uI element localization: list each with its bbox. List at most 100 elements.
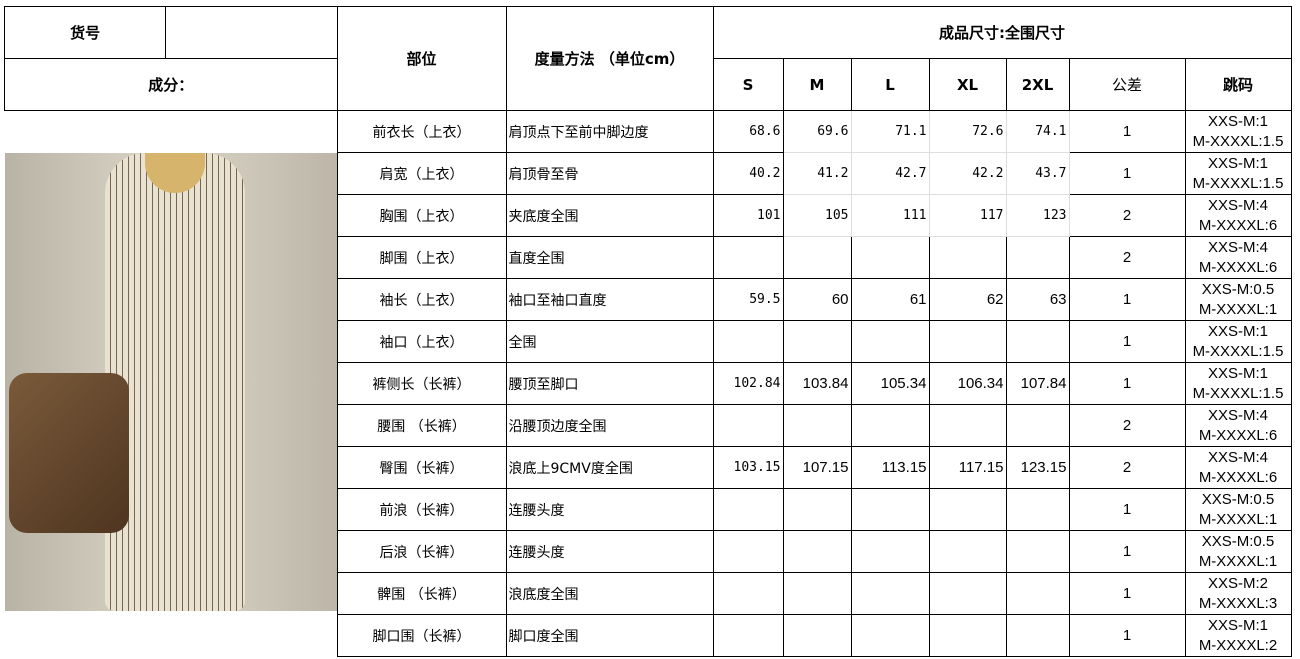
size-value-cell[interactable] xyxy=(782,236,852,279)
method-cell[interactable]: 夹底度全围 xyxy=(505,194,714,237)
size-value-cell[interactable] xyxy=(1005,320,1070,363)
size-value-cell[interactable] xyxy=(1005,572,1070,615)
tolerance-cell[interactable]: 2 xyxy=(1068,404,1186,447)
grading-cell[interactable]: XXS-M:0.5 M-XXXXL:1 xyxy=(1184,488,1292,531)
size-value-cell[interactable] xyxy=(850,404,930,447)
size-value-cell[interactable] xyxy=(928,320,1007,363)
size-value-cell[interactable] xyxy=(1005,530,1070,573)
size-value-cell[interactable] xyxy=(782,614,852,657)
size-value-cell[interactable]: 68.6 xyxy=(712,110,784,153)
size-value-cell[interactable]: 123 xyxy=(1005,194,1070,237)
part-cell[interactable]: 袖口（上衣） xyxy=(336,320,507,363)
size-value-cell[interactable]: 62 xyxy=(928,278,1007,321)
part-cell[interactable]: 脚围（上衣） xyxy=(336,236,507,279)
tolerance-cell[interactable]: 2 xyxy=(1068,236,1186,279)
tolerance-cell[interactable]: 1 xyxy=(1068,110,1186,153)
size-value-cell[interactable]: 63 xyxy=(1005,278,1070,321)
size-value-cell[interactable]: 101 xyxy=(712,194,784,237)
size-value-cell[interactable]: 69.6 xyxy=(782,110,852,153)
grading-cell[interactable]: XXS-M:1 M-XXXXL:1.5 xyxy=(1184,362,1292,405)
size-value-cell[interactable] xyxy=(928,404,1007,447)
size-value-cell[interactable] xyxy=(1005,236,1070,279)
part-cell[interactable]: 腰围 （长裤） xyxy=(336,404,507,447)
size-value-cell[interactable]: 117 xyxy=(928,194,1007,237)
size-value-cell[interactable] xyxy=(712,404,784,447)
part-cell[interactable]: 髀围 （长裤） xyxy=(336,572,507,615)
size-value-cell[interactable]: 103.15 xyxy=(712,446,784,489)
method-cell[interactable]: 浪底上9CMV度全围 xyxy=(505,446,714,489)
method-cell[interactable]: 肩顶骨至骨 xyxy=(505,152,714,195)
method-cell[interactable]: 脚口度全围 xyxy=(505,614,714,657)
size-value-cell[interactable]: 111 xyxy=(850,194,930,237)
method-cell[interactable]: 腰顶至脚口 xyxy=(505,362,714,405)
method-cell[interactable]: 袖口至袖口直度 xyxy=(505,278,714,321)
size-value-cell[interactable]: 105.34 xyxy=(850,362,930,405)
size-value-cell[interactable] xyxy=(712,236,784,279)
size-value-cell[interactable]: 60 xyxy=(782,278,852,321)
tolerance-cell[interactable]: 1 xyxy=(1068,572,1186,615)
tolerance-cell[interactable]: 1 xyxy=(1068,320,1186,363)
size-value-cell[interactable] xyxy=(850,530,930,573)
size-value-cell[interactable]: 40.2 xyxy=(712,152,784,195)
grading-cell[interactable]: XXS-M:1 M-XXXXL:1.5 xyxy=(1184,110,1292,153)
size-value-cell[interactable]: 74.1 xyxy=(1005,110,1070,153)
size-value-cell[interactable] xyxy=(782,572,852,615)
size-value-cell[interactable] xyxy=(1005,614,1070,657)
grading-cell[interactable]: XXS-M:1 M-XXXXL:2 xyxy=(1184,614,1292,657)
size-value-cell[interactable]: 123.15 xyxy=(1005,446,1070,489)
method-cell[interactable]: 连腰头度 xyxy=(505,530,714,573)
method-cell[interactable]: 全围 xyxy=(505,320,714,363)
grading-cell[interactable]: XXS-M:1 M-XXXXL:1.5 xyxy=(1184,320,1292,363)
part-cell[interactable]: 前衣长（上衣） xyxy=(336,110,507,153)
tolerance-cell[interactable]: 2 xyxy=(1068,446,1186,489)
grading-cell[interactable]: XXS-M:4 M-XXXXL:6 xyxy=(1184,236,1292,279)
item-no-value[interactable] xyxy=(165,6,338,59)
size-value-cell[interactable] xyxy=(1005,404,1070,447)
tolerance-cell[interactable]: 2 xyxy=(1068,194,1186,237)
size-value-cell[interactable]: 113.15 xyxy=(850,446,930,489)
grading-cell[interactable]: XXS-M:4 M-XXXXL:6 xyxy=(1184,446,1292,489)
grading-cell[interactable]: XXS-M:4 M-XXXXL:6 xyxy=(1184,404,1292,447)
part-cell[interactable]: 袖长（上衣） xyxy=(336,278,507,321)
size-value-cell[interactable] xyxy=(782,488,852,531)
part-cell[interactable]: 臀围（长裤） xyxy=(336,446,507,489)
size-value-cell[interactable] xyxy=(1005,488,1070,531)
size-value-cell[interactable]: 72.6 xyxy=(928,110,1007,153)
size-value-cell[interactable] xyxy=(928,572,1007,615)
size-value-cell[interactable]: 61 xyxy=(850,278,930,321)
part-cell[interactable]: 前浪（长裤） xyxy=(336,488,507,531)
method-cell[interactable]: 浪底度全围 xyxy=(505,572,714,615)
tolerance-cell[interactable]: 1 xyxy=(1068,152,1186,195)
size-value-cell[interactable]: 107.84 xyxy=(1005,362,1070,405)
size-value-cell[interactable] xyxy=(712,320,784,363)
size-value-cell[interactable]: 102.84 xyxy=(712,362,784,405)
size-value-cell[interactable] xyxy=(782,320,852,363)
grading-cell[interactable]: XXS-M:0.5 M-XXXXL:1 xyxy=(1184,278,1292,321)
size-value-cell[interactable]: 105 xyxy=(782,194,852,237)
tolerance-cell[interactable]: 1 xyxy=(1068,488,1186,531)
size-value-cell[interactable] xyxy=(928,488,1007,531)
method-cell[interactable]: 直度全围 xyxy=(505,236,714,279)
size-value-cell[interactable] xyxy=(712,614,784,657)
size-value-cell[interactable] xyxy=(850,320,930,363)
part-cell[interactable]: 后浪（长裤） xyxy=(336,530,507,573)
size-value-cell[interactable]: 41.2 xyxy=(782,152,852,195)
tolerance-cell[interactable]: 1 xyxy=(1068,278,1186,321)
method-cell[interactable]: 沿腰顶边度全围 xyxy=(505,404,714,447)
size-value-cell[interactable] xyxy=(850,236,930,279)
grading-cell[interactable]: XXS-M:4 M-XXXXL:6 xyxy=(1184,194,1292,237)
size-value-cell[interactable] xyxy=(712,530,784,573)
part-cell[interactable]: 肩宽（上衣） xyxy=(336,152,507,195)
size-value-cell[interactable] xyxy=(850,572,930,615)
grading-cell[interactable]: XXS-M:1 M-XXXXL:1.5 xyxy=(1184,152,1292,195)
size-value-cell[interactable] xyxy=(712,572,784,615)
size-value-cell[interactable] xyxy=(928,236,1007,279)
size-value-cell[interactable]: 43.7 xyxy=(1005,152,1070,195)
size-value-cell[interactable]: 103.84 xyxy=(782,362,852,405)
grading-cell[interactable]: XXS-M:2 M-XXXXL:3 xyxy=(1184,572,1292,615)
size-value-cell[interactable]: 71.1 xyxy=(850,110,930,153)
tolerance-cell[interactable]: 1 xyxy=(1068,362,1186,405)
method-cell[interactable]: 肩顶点下至前中脚边度 xyxy=(505,110,714,153)
tolerance-cell[interactable]: 1 xyxy=(1068,530,1186,573)
size-value-cell[interactable]: 107.15 xyxy=(782,446,852,489)
